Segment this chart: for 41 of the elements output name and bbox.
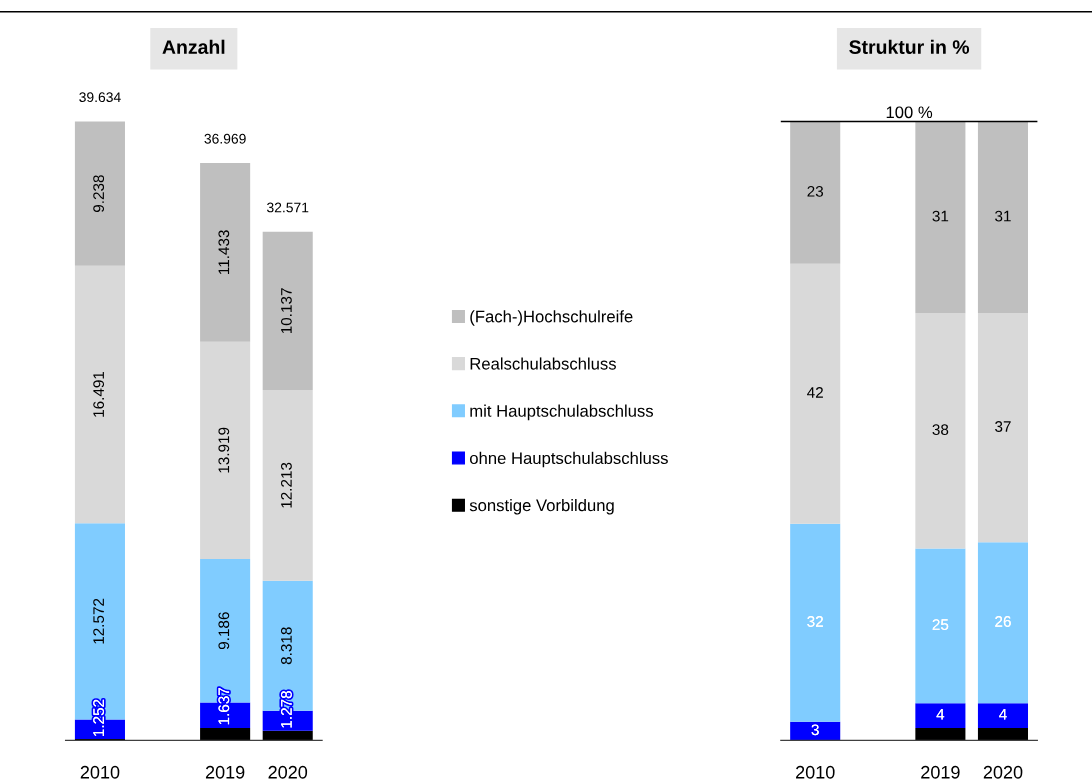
legend-label: mit Hauptschulabschluss	[470, 404, 654, 421]
data-label: 16.491	[93, 371, 105, 417]
data-label: 9.186	[218, 612, 230, 650]
chart-title: Struktur in %	[849, 39, 970, 54]
data-label: 23	[807, 185, 824, 197]
ref-line-label: 100 %	[886, 106, 933, 119]
data-label: 10.137	[281, 288, 292, 334]
data-label: 12.572	[93, 598, 105, 644]
data-label: 25	[932, 619, 949, 630]
data-label: 13.919	[218, 427, 230, 473]
data-label: 26	[995, 616, 1011, 627]
data-label: 4	[999, 709, 1007, 720]
x-tick-label: 2019	[205, 765, 245, 779]
data-label: 3	[811, 724, 819, 736]
data-label: 9.238	[93, 175, 105, 213]
data-label: 11.433	[218, 230, 230, 274]
data-label: 38	[932, 424, 949, 436]
legend-label: (Fach-)Hochschulreife	[470, 310, 633, 326]
chart-title: Anzahl	[162, 39, 225, 54]
x-tick-label: 2020	[268, 765, 308, 779]
legend-label: ohne Hauptschulabschluss	[469, 451, 668, 468]
data-label: 37	[995, 421, 1011, 432]
data-label: 4	[936, 709, 945, 720]
x-tick-label: 2019	[921, 765, 960, 779]
data-label: 32	[807, 616, 823, 627]
data-label: 1.252	[93, 699, 105, 736]
data-label: 1.637	[218, 687, 230, 725]
total-label: 39.634	[79, 92, 121, 103]
x-tick-label: 2020	[983, 765, 1023, 779]
legend-label: Realschulabschluss	[470, 357, 616, 370]
x-tick-label: 2010	[80, 765, 120, 779]
data-label: 8.318	[281, 627, 292, 665]
x-tick-label: 2010	[796, 765, 835, 779]
data-label: 31	[995, 210, 1011, 222]
legend-label: sonstige Vorbildung	[469, 499, 614, 515]
total-label: 36.969	[204, 133, 246, 144]
total-label: 32.571	[267, 202, 309, 213]
data-label: 1.278	[281, 691, 292, 728]
data-label: 31	[932, 210, 949, 222]
data-label: 12.213	[281, 462, 292, 508]
data-label: 42	[807, 387, 823, 398]
